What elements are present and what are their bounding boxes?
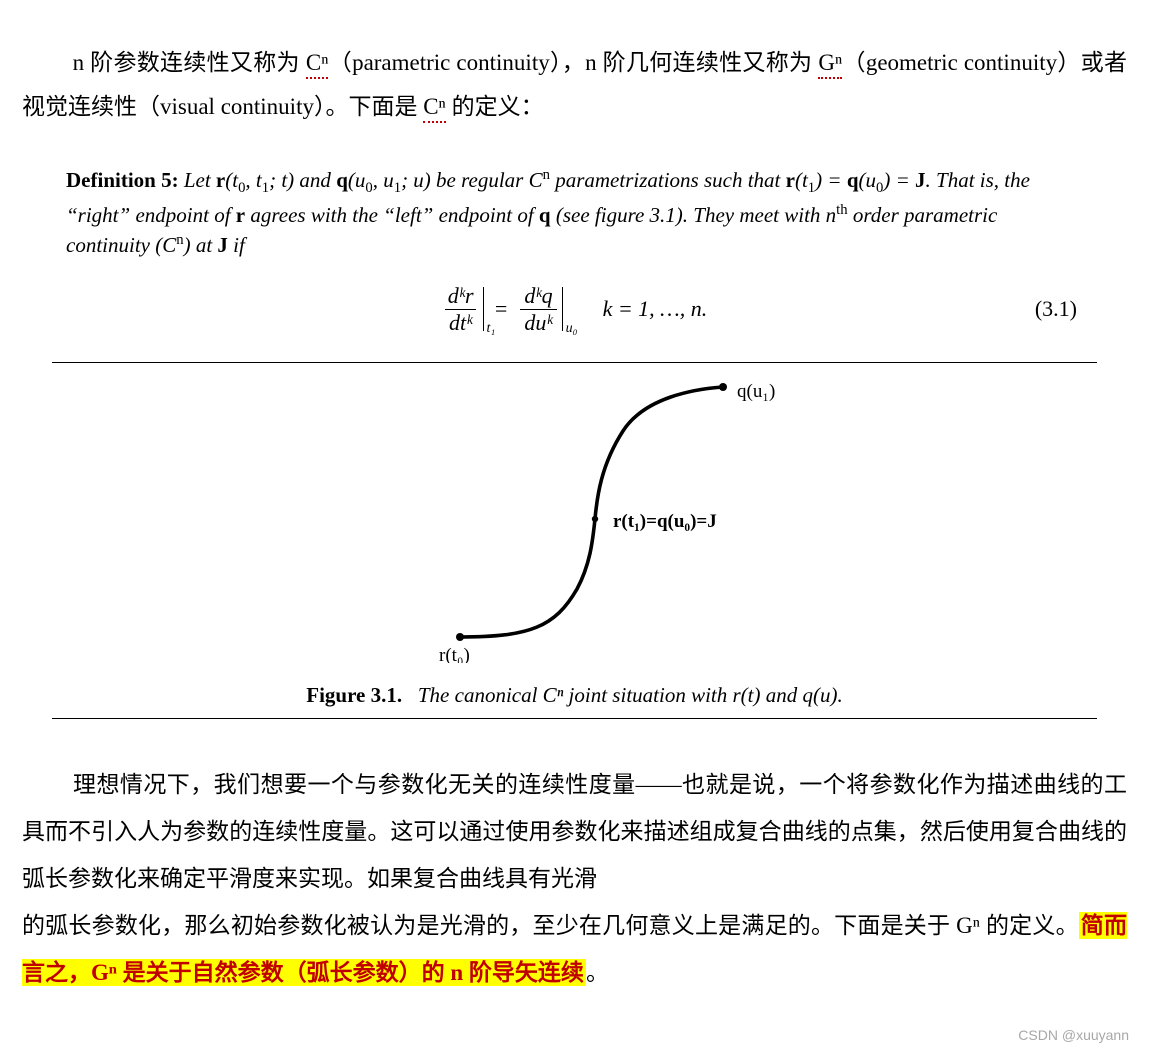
figure-svg: q(u₁) r(t₁)=q(u₀)=J r(t₀) (295, 363, 855, 663)
figure-bottom-rule (52, 718, 1097, 719)
figure-caption: Figure 3.1. The canonical Cⁿ joint situa… (52, 683, 1097, 708)
eq-tail: k = 1, …, n. (603, 296, 708, 322)
figure-label-mid: r(t₁)=q(u₀)=J (613, 511, 717, 532)
eq-right-sub: u₀ (566, 321, 578, 337)
gn-term-1: Gⁿ (818, 50, 842, 79)
eq-right-num: dᵏq (520, 283, 556, 309)
body-period: 。 (586, 960, 609, 985)
definition-label: Definition 5: (66, 168, 179, 192)
eq-left-sub: t₁ (487, 321, 496, 337)
body-paragraph: 理想情况下，我们想要一个与参数化无关的连续性度量——也就是说，一个将参数化作为描… (22, 761, 1127, 997)
watermark: CSDN @xuuyann (1018, 1027, 1129, 1043)
figure-caption-label: Figure 3.1. (306, 683, 402, 707)
body-seg-a: 理想情况下，我们想要一个与参数化无关的连续性度量——也就是说，一个将参数化作为描… (22, 772, 1127, 891)
intro-seg4: 的定义： (446, 94, 544, 119)
definition-body: Let r(t0, t1; t) and q(u0, u1; u) be reg… (66, 168, 1030, 257)
figure-label-bottom: r(t₀) (439, 645, 470, 663)
intro-seg1: n 阶参数连续性又称为 (73, 50, 306, 75)
eq-left-frac: dᵏr dtᵏ (444, 283, 478, 336)
body-seg-b: 的弧长参数化，那么初始参数化被认为是光滑的，至少在几何意义上是满足的。下面是关于… (22, 913, 1079, 938)
equation-3-1: dᵏr dtᵏ t₁ = dᵏq duᵏ u₀ k = 1, …, n. (3.… (22, 283, 1127, 336)
eq-right-den: duᵏ (520, 309, 556, 336)
cn-term-2: Cⁿ (423, 94, 446, 123)
eq-right-frac: dᵏq duᵏ (520, 283, 556, 336)
figure-caption-text: The canonical Cⁿ joint situation with r(… (418, 683, 843, 707)
figure-label-top: q(u₁) (737, 381, 775, 402)
cn-term-1: Cⁿ (306, 50, 329, 79)
definition-block: Definition 5: Let r(t0, t1; t) and q(u0,… (22, 151, 1127, 260)
eq-left-den: dtᵏ (445, 309, 476, 336)
eq-left-num: dᵏr (444, 283, 478, 309)
endpoint-bottom (456, 633, 464, 641)
eq-number: (3.1) (1035, 296, 1077, 322)
endpoint-top (719, 383, 727, 391)
intro-paragraph: n 阶参数连续性又称为 Cⁿ（parametric continuity），n … (22, 41, 1127, 128)
eq-left-evalbar: t₁ (483, 287, 484, 331)
figure-3-1: q(u₁) r(t₁)=q(u₀)=J r(t₀) Figure 3.1. Th… (52, 363, 1097, 708)
eq-right-evalbar: u₀ (562, 287, 563, 331)
endpoint-mid (591, 516, 597, 522)
eq-equals: = (494, 296, 509, 322)
intro-seg2: （parametric continuity），n 阶几何连续性又称为 (328, 50, 818, 75)
